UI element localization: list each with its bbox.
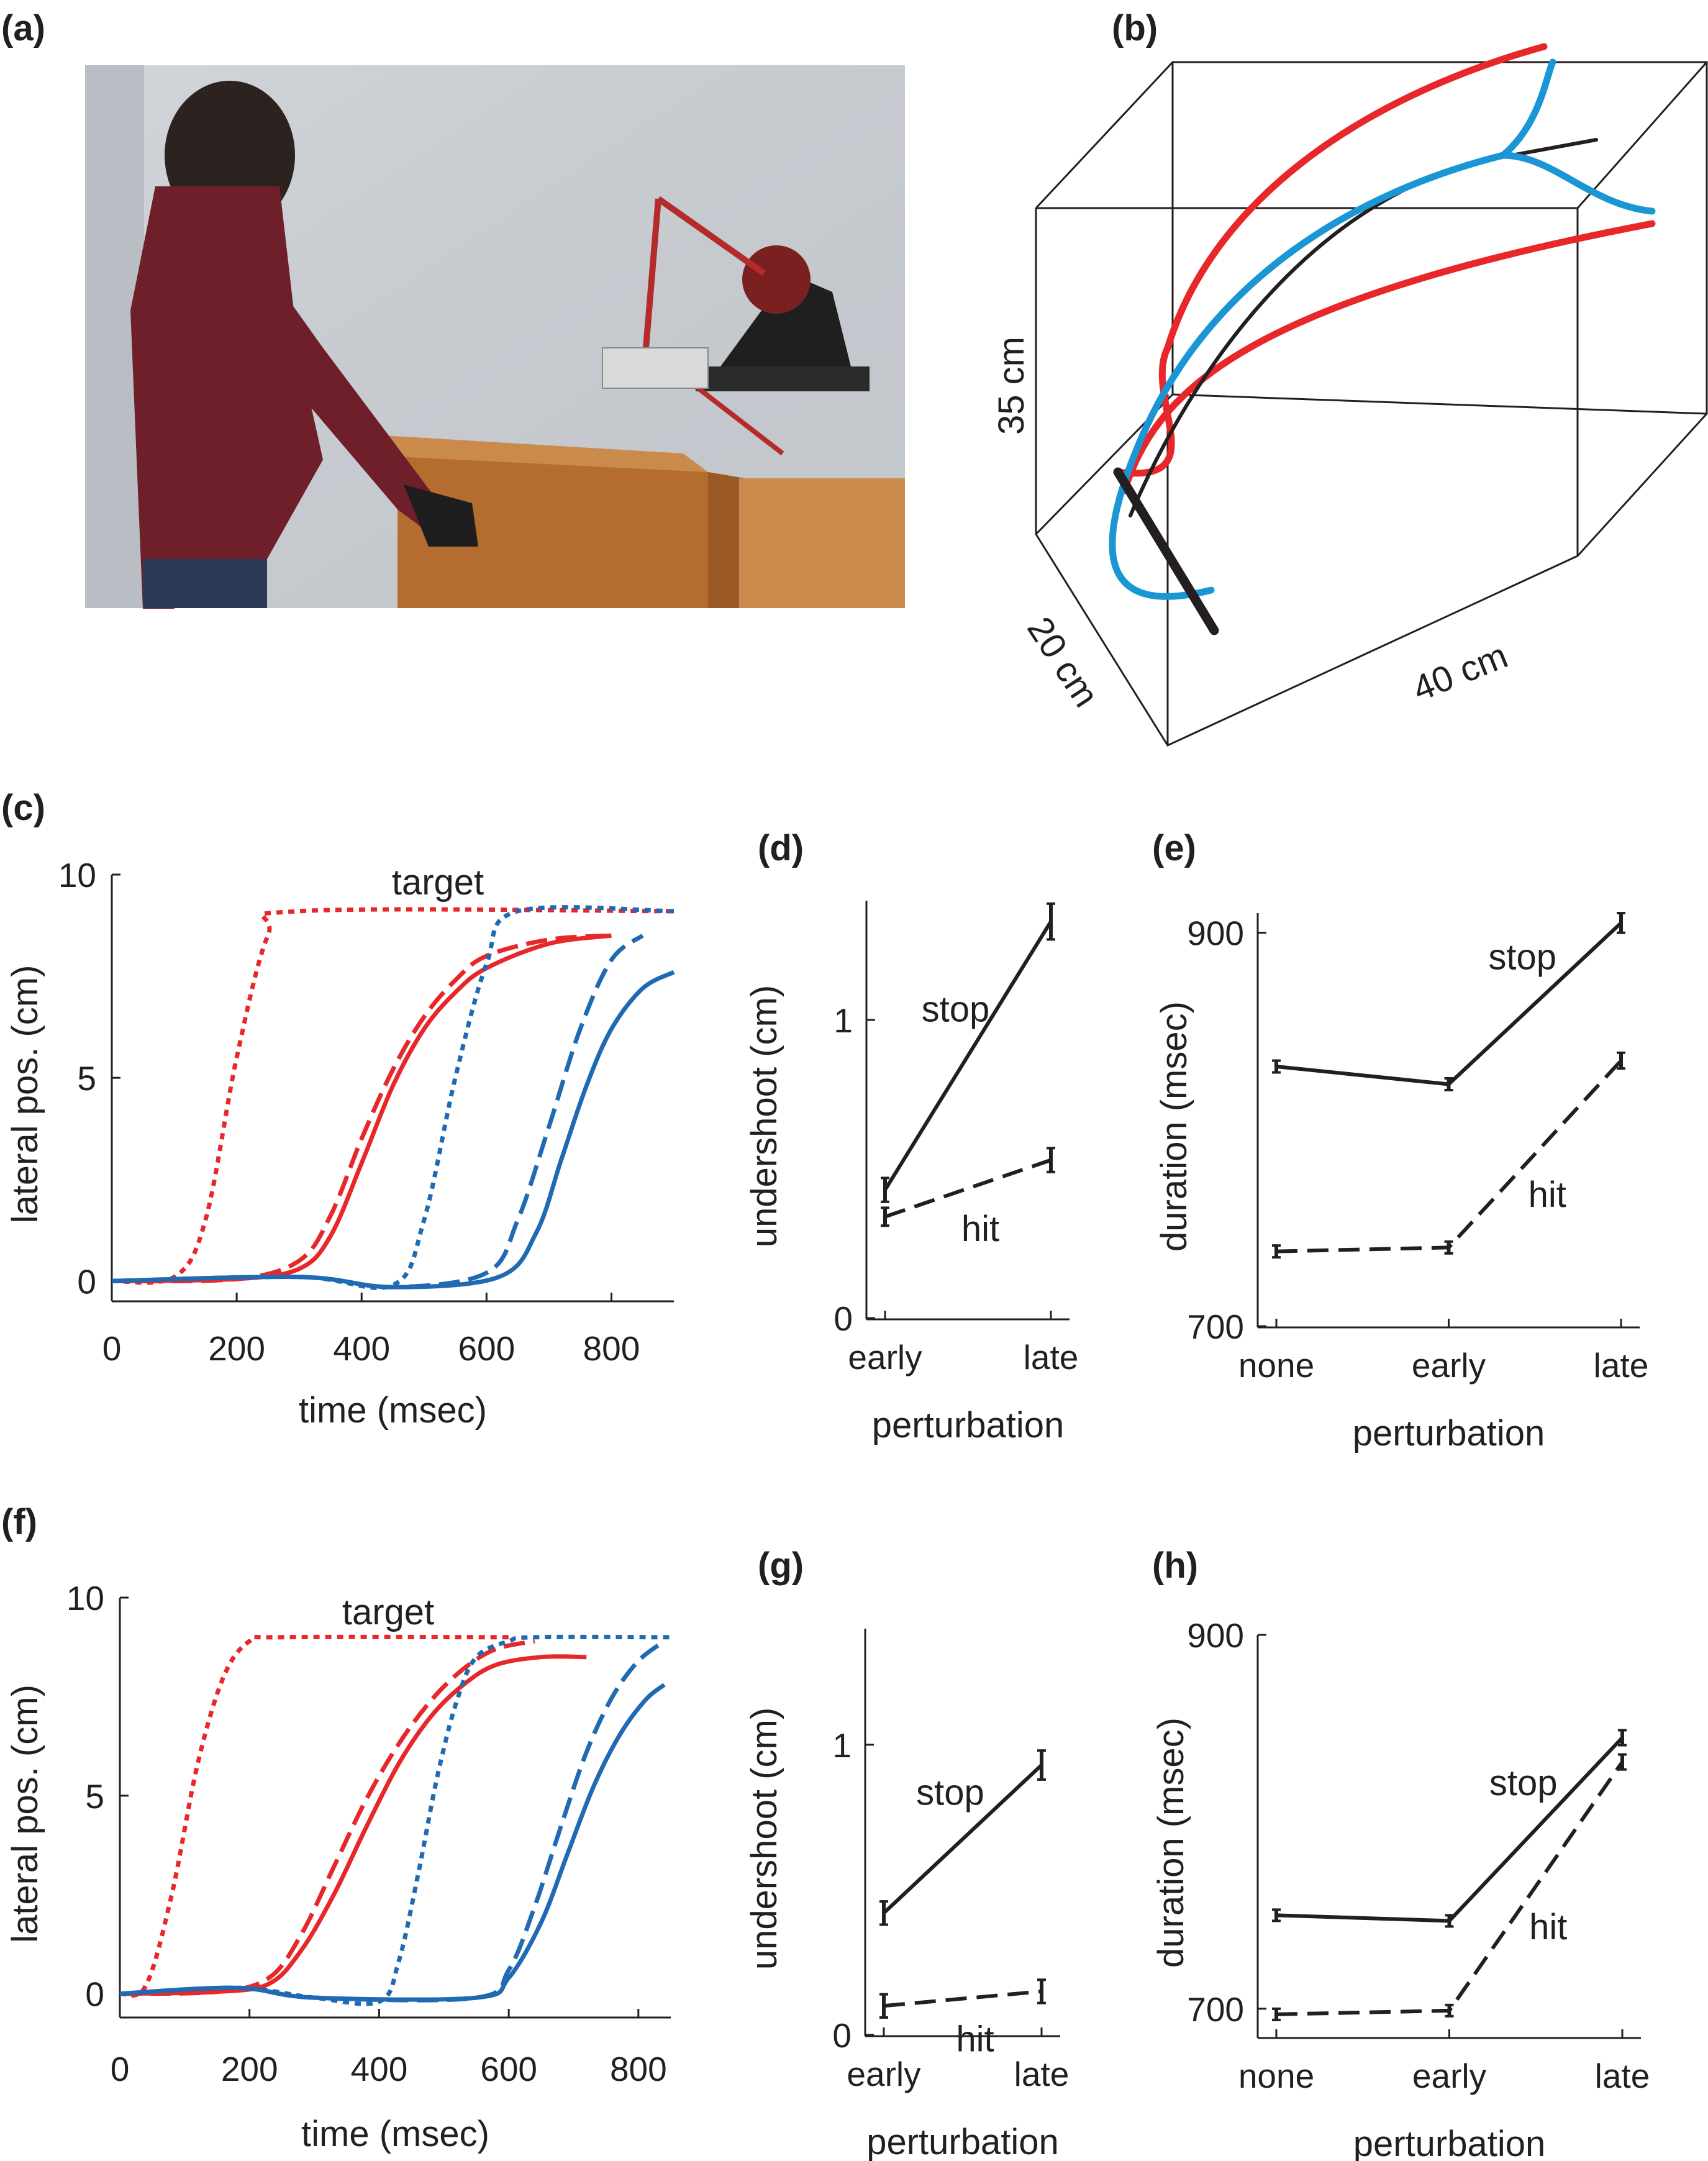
stop-series-label: stop bbox=[922, 990, 990, 1030]
x-tick-label: 800 bbox=[583, 1329, 640, 1368]
x-tick-label: 400 bbox=[333, 1329, 390, 1368]
y-axis-label: duration (msec) bbox=[1151, 1717, 1191, 1968]
hit-series-label: hit bbox=[1529, 1907, 1567, 1947]
y-tick-label: 900 bbox=[1187, 1616, 1244, 1655]
y-tick-label: 700 bbox=[1187, 1308, 1244, 1346]
stop-series-label: stop bbox=[1488, 937, 1556, 978]
y-tick-label: 1 bbox=[832, 1726, 852, 1765]
x-axis-label: perturbation bbox=[1353, 1413, 1545, 1454]
blue-dotted-trace bbox=[119, 1634, 671, 2006]
y-tick-label: 10 bbox=[66, 1579, 104, 1617]
target-annotation: target bbox=[342, 1592, 434, 1632]
stop-line bbox=[1276, 1736, 1624, 1923]
x-tick-label: 800 bbox=[610, 2050, 667, 2088]
x-tick-label: 0 bbox=[102, 1329, 122, 1368]
panel-label-e: (e) bbox=[1152, 828, 1196, 868]
panel-label-b: (b) bbox=[1112, 8, 1158, 48]
blue-dashed-trace bbox=[119, 1639, 666, 2003]
red-dashed-trace bbox=[119, 1639, 535, 1996]
red-dotted-trace bbox=[111, 907, 675, 1285]
blue-solid-trace bbox=[111, 970, 675, 1290]
y-axis-label: lateral pos. (cm) bbox=[5, 965, 45, 1224]
stop-series-label: stop bbox=[1489, 1763, 1558, 1803]
y-tick-label: 5 bbox=[85, 1777, 104, 1816]
y-tick-label: 700 bbox=[1187, 1990, 1244, 2029]
panel-label-f: (f) bbox=[1, 1502, 37, 1542]
y-tick-label: 1 bbox=[834, 1001, 853, 1040]
photo-panel bbox=[85, 65, 905, 609]
trajectory-box bbox=[1035, 61, 1708, 747]
x-category-label: early bbox=[848, 1338, 922, 1376]
hit-series-label: hit bbox=[956, 2019, 994, 2060]
x-category-label: early bbox=[847, 2055, 921, 2093]
x-axis-label: perturbation bbox=[872, 1405, 1065, 1445]
x-tick-label: 0 bbox=[111, 2050, 130, 2088]
stop-line bbox=[883, 921, 1053, 1191]
y-axis-label: undershoot (cm) bbox=[744, 985, 784, 1247]
x-axis-label: perturbation bbox=[1353, 2124, 1546, 2161]
x-axis-label: time (msec) bbox=[301, 2114, 489, 2154]
y-tick-label: 0 bbox=[832, 2016, 852, 2055]
red-dotted-trace bbox=[119, 1634, 509, 1998]
hit-line bbox=[1276, 1760, 1624, 2016]
y-axis-label: undershoot (cm) bbox=[744, 1708, 784, 1970]
panel-label-c: (c) bbox=[1, 788, 45, 828]
stop-series-label: stop bbox=[916, 1773, 984, 1813]
x-category-label: early bbox=[1412, 2057, 1487, 2095]
y-axis-label: lateral pos. (cm) bbox=[5, 1685, 45, 1943]
x-tick-label: 200 bbox=[208, 1329, 265, 1368]
y-tick-label: 0 bbox=[85, 1975, 104, 2014]
dim-width-label: 40 cm bbox=[1407, 635, 1514, 709]
x-axis-label: time (msec) bbox=[299, 1390, 487, 1431]
hit-series-label: hit bbox=[1529, 1175, 1566, 1215]
trajectory-curves bbox=[1109, 43, 1656, 635]
x-category-label: late bbox=[1594, 1346, 1649, 1385]
stop-line bbox=[1276, 921, 1623, 1086]
hit-series-label: hit bbox=[961, 1209, 999, 1249]
x-axis-label: perturbation bbox=[866, 2122, 1059, 2161]
y-tick-label: 0 bbox=[77, 1262, 96, 1301]
y-tick-label: 900 bbox=[1187, 914, 1244, 953]
target-annotation: target bbox=[392, 862, 484, 903]
x-category-label: early bbox=[1412, 1346, 1486, 1385]
x-category-label: none bbox=[1238, 1346, 1314, 1385]
panel-label-a: (a) bbox=[1, 8, 45, 48]
panel-label-d: (d) bbox=[758, 828, 804, 868]
dim-height-label: 35 cm bbox=[991, 337, 1032, 435]
x-category-label: late bbox=[1024, 1338, 1079, 1376]
x-category-label: late bbox=[1595, 2057, 1650, 2095]
x-tick-label: 600 bbox=[480, 2050, 537, 2088]
blue-dashed-trace bbox=[111, 934, 644, 1290]
y-tick-label: 10 bbox=[58, 856, 96, 894]
x-category-label: late bbox=[1014, 2055, 1070, 2093]
x-category-label: none bbox=[1238, 2057, 1314, 2095]
blue-dotted-trace bbox=[111, 905, 675, 1290]
hit-line bbox=[884, 1158, 1052, 1219]
y-tick-label: 5 bbox=[77, 1059, 96, 1098]
x-tick-label: 600 bbox=[458, 1329, 515, 1368]
panel-label-g: (g) bbox=[758, 1545, 804, 1586]
x-tick-label: 200 bbox=[221, 2050, 278, 2088]
x-tick-label: 400 bbox=[351, 2050, 408, 2088]
red-solid-trace bbox=[119, 1654, 587, 1996]
blue-solid-trace bbox=[119, 1683, 666, 2002]
hit-line bbox=[883, 1989, 1042, 2008]
stop-line bbox=[882, 1763, 1043, 1914]
y-tick-label: 0 bbox=[834, 1299, 853, 1338]
panel-label-h: (h) bbox=[1152, 1545, 1198, 1586]
y-axis-label: duration (msec) bbox=[1154, 1001, 1194, 1252]
